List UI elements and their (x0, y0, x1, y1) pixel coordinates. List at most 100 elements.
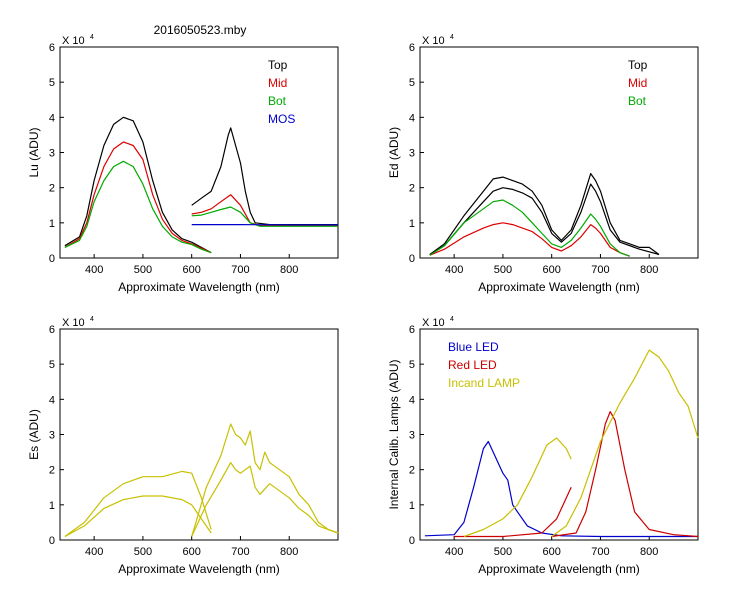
y-tick-label: 5 (409, 359, 415, 371)
y-tick-label: 2 (49, 465, 55, 477)
y-exponent-label: X 10 (422, 317, 445, 329)
y-tick-label: 6 (49, 42, 55, 54)
y-tick-label: 0 (409, 253, 415, 265)
series-line-bot (191, 206, 338, 227)
x-axis-label: Approximate Wavelength (nm) (118, 562, 280, 576)
x-axis-label: Approximate Wavelength (nm) (118, 280, 280, 294)
figure-title: 2016050523.mby (154, 23, 247, 37)
x-tick-label: 800 (280, 264, 298, 276)
series-line-red-led (454, 487, 572, 538)
y-exponent-label: X 10 (422, 35, 445, 47)
series-line-mid (191, 194, 338, 227)
x-tick-label: 400 (445, 264, 463, 276)
x-tick-label: 700 (591, 264, 609, 276)
series-line-es-upper (64, 470, 212, 537)
series-line-es-lower (191, 462, 339, 537)
chart-lu: 0 1 2 3 4 5 6 400 500 600 700 800 X 10 4 Approximate W… (27, 34, 339, 294)
legend-item: Bot (268, 94, 287, 108)
x-axis-label: Approximate Wavelength (nm) (478, 280, 640, 294)
y-exponent-label: X 10 (62, 317, 85, 329)
y-axis-label: Es (ADU) (27, 409, 41, 460)
legend-item: Mid (268, 76, 287, 90)
y-tick-label: 4 (409, 112, 415, 124)
y-axis-label: Lu (ADU) (27, 127, 41, 177)
series-line-top (429, 173, 660, 255)
x-tick-label: 800 (280, 546, 298, 558)
y-tick-label: 6 (409, 324, 415, 336)
x-tick-label: 800 (640, 264, 658, 276)
y-tick-label: 1 (409, 500, 415, 512)
legend-item: Top (268, 58, 288, 72)
y-tick-label: 3 (409, 430, 415, 442)
series-line-top (64, 116, 212, 254)
y-exponent-power: 4 (90, 34, 94, 41)
series-line-mid (64, 141, 212, 254)
series-line-incand-lamp (463, 437, 572, 538)
x-tick-label: 400 (85, 264, 103, 276)
x-tick-label: 400 (85, 546, 103, 558)
y-tick-label: 2 (49, 183, 55, 195)
plot-frame (59, 328, 339, 541)
series-line-blue-led (424, 440, 698, 538)
plot-frame (419, 46, 699, 259)
x-tick-label: 600 (543, 546, 561, 558)
y-tick-label: 5 (49, 77, 55, 89)
x-axis-label: Approximate Wavelength (nm) (478, 562, 640, 576)
y-tick-label: 4 (409, 394, 415, 406)
x-tick-label: 500 (134, 264, 152, 276)
x-tick-label: 500 (494, 264, 512, 276)
y-exponent-power: 4 (450, 34, 454, 41)
series-line-top-2 (429, 183, 660, 256)
y-axis-label: Internal Calib. Lamps (ADU) (387, 359, 401, 509)
y-tick-label: 3 (49, 148, 55, 160)
y-tick-label: 2 (409, 465, 415, 477)
y-tick-label: 5 (49, 359, 55, 371)
chart-es: 0 1 2 3 4 5 6 400 500 600 700 800 X 10 4 Approximate W… (27, 316, 339, 576)
y-exponent-label: X 10 (62, 35, 85, 47)
legend-item: Mid (628, 76, 647, 90)
legend-item: Top (628, 58, 648, 72)
y-tick-label: 5 (409, 77, 415, 89)
y-axis-label: Ed (ADU) (387, 127, 401, 178)
y-tick-label: 1 (409, 218, 415, 230)
series-line-es-lower (64, 495, 212, 538)
y-tick-label: 1 (49, 218, 55, 230)
x-tick-label: 800 (640, 546, 658, 558)
x-tick-label: 600 (543, 264, 561, 276)
y-exponent-power: 4 (450, 316, 454, 323)
y-tick-label: 0 (49, 535, 55, 547)
y-tick-label: 3 (49, 430, 55, 442)
y-tick-label: 3 (409, 148, 415, 160)
legend-item: Bot (628, 94, 647, 108)
legend-item: Incand LAMP (448, 376, 520, 390)
chart-ed: 0 1 2 3 4 5 6 400 500 600 700 800 X 10 4 Approximate W… (387, 34, 699, 294)
series-line-es-upper (191, 423, 339, 537)
y-tick-label: 2 (409, 183, 415, 195)
legend-item: Blue LED (448, 340, 499, 354)
y-tick-label: 4 (49, 112, 55, 124)
legend-item: Red LED (448, 358, 497, 372)
y-tick-label: 6 (409, 42, 415, 54)
x-tick-label: 400 (445, 546, 463, 558)
y-tick-label: 0 (49, 253, 55, 265)
x-tick-label: 500 (494, 546, 512, 558)
x-tick-label: 700 (231, 264, 249, 276)
x-tick-label: 600 (183, 546, 201, 558)
y-tick-label: 0 (409, 535, 415, 547)
x-tick-label: 700 (591, 546, 609, 558)
x-tick-label: 700 (231, 546, 249, 558)
series-line-incand-lamp (551, 349, 699, 537)
y-exponent-power: 4 (90, 316, 94, 323)
y-tick-label: 4 (49, 394, 55, 406)
x-tick-label: 500 (134, 546, 152, 558)
y-tick-label: 1 (49, 500, 55, 512)
series-line-bot (64, 160, 212, 254)
series-line-red-led (551, 411, 699, 538)
series-line-bot (429, 199, 630, 257)
series-line-mid (429, 222, 630, 257)
y-tick-label: 6 (49, 324, 55, 336)
series-line-top (191, 127, 338, 226)
chart-lamps: 0 1 2 3 4 5 6 400 500 600 700 800 X 10 4 Approximate W… (387, 316, 699, 576)
legend-item: MOS (268, 112, 295, 126)
